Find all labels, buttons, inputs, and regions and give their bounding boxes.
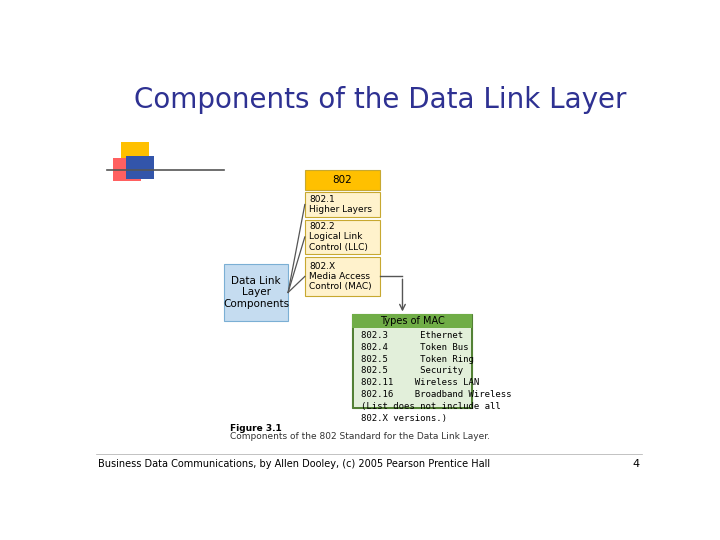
Bar (305, 192, 380, 217)
Text: 802.1
Higher Layers: 802.1 Higher Layers (310, 195, 372, 214)
Bar (121, 141, 148, 165)
Text: Data Link
Layer
Components: Data Link Layer Components (223, 276, 289, 309)
Bar (352, 314, 472, 328)
Bar (114, 158, 141, 181)
Bar (126, 156, 154, 179)
Text: 4: 4 (632, 459, 639, 469)
Text: 802: 802 (333, 174, 352, 185)
Text: Business Data Communications, by Allen Dooley, (c) 2005 Pearson Prentice Hall: Business Data Communications, by Allen D… (99, 459, 490, 469)
Text: Types of MAC: Types of MAC (380, 316, 445, 326)
Text: 802.3      Ethernet
802.4      Token Bus
802.5      Token Ring
802.5      Securi: 802.3 Ethernet 802.4 Token Bus 802.5 Tok… (361, 331, 511, 422)
Text: Figure 3.1: Figure 3.1 (230, 424, 282, 433)
Bar (305, 220, 380, 254)
Text: 802.2
Logical Link
Control (LLC): 802.2 Logical Link Control (LLC) (310, 222, 368, 252)
Text: Components of the 802 Standard for the Data Link Layer.: Components of the 802 Standard for the D… (230, 433, 490, 441)
Bar (352, 314, 472, 408)
Bar (224, 265, 288, 321)
Bar (305, 258, 380, 295)
Text: Components of the Data Link Layer: Components of the Data Link Layer (134, 86, 626, 114)
Bar (305, 170, 380, 190)
Text: 802.X
Media Access
Control (MAC): 802.X Media Access Control (MAC) (310, 261, 372, 292)
Bar (354, 328, 471, 407)
